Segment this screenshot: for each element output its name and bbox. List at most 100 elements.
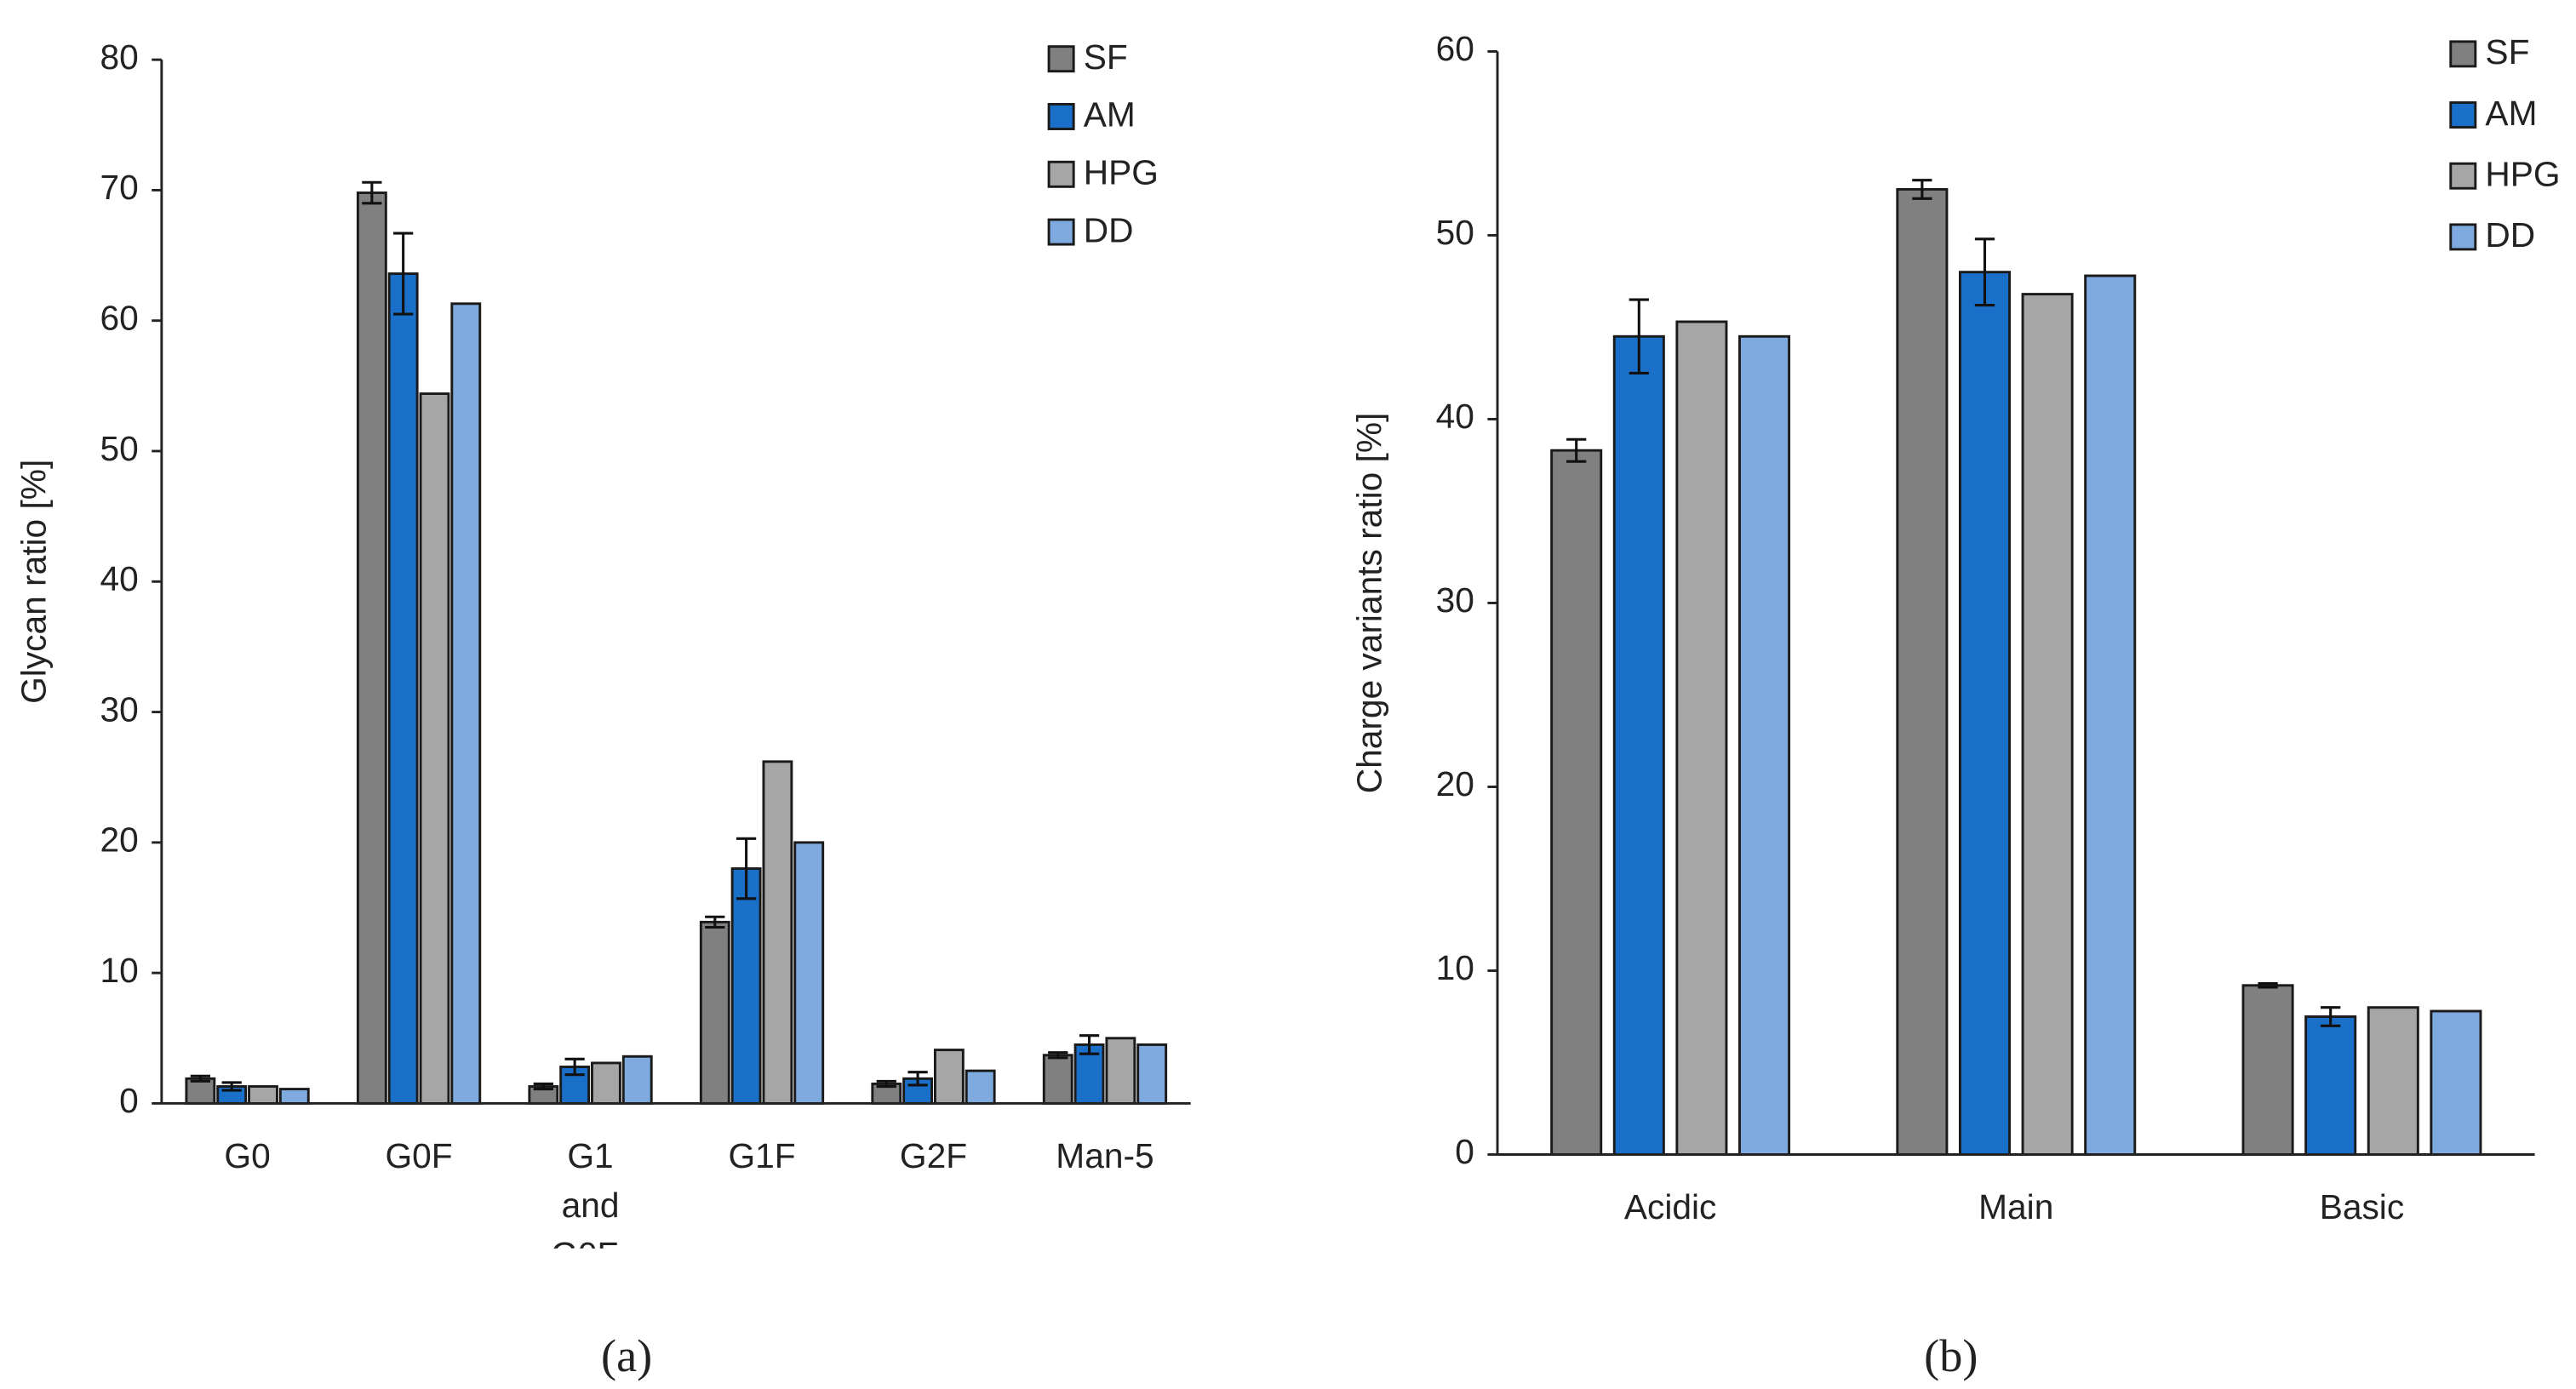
bar <box>1105 1037 1136 1105</box>
y-tick-label: 0 <box>1455 1132 1474 1171</box>
caption: (b) <box>1924 1330 1978 1381</box>
x-tick-label: G0 <box>224 1138 271 1176</box>
legend-label: SF <box>1084 37 1128 77</box>
x-tick-label-box: G1 and G0F-GN <box>551 1138 630 1249</box>
legend-swatch <box>2449 101 2477 129</box>
y-tick-label: 50 <box>100 429 138 468</box>
error-bar <box>393 232 414 316</box>
bar <box>450 302 482 1105</box>
y-tick-label: 60 <box>100 298 138 337</box>
legend-label: AM <box>2485 94 2537 133</box>
legend-label: HPG <box>1084 153 1159 192</box>
error-bar <box>533 1082 553 1091</box>
legend-swatch <box>2449 223 2477 251</box>
error-bar <box>2321 1006 2341 1027</box>
y-tick-label: 20 <box>1436 764 1474 803</box>
error-bar <box>1079 1034 1100 1055</box>
y-tick-label: 30 <box>100 689 138 729</box>
bar <box>965 1069 996 1105</box>
x-tick-label: G1F <box>728 1138 796 1176</box>
x-tick-label: Basic <box>2319 1189 2405 1227</box>
y-tick-label: 10 <box>1436 948 1474 987</box>
x-tick-label: G1 and G0F-GN <box>551 1138 630 1249</box>
y-tick-label: 60 <box>1436 29 1474 68</box>
y-tick-label: 0 <box>119 1081 139 1120</box>
x-tick-label: Acidic <box>1623 1189 1717 1227</box>
x-tick-label: G2F <box>899 1138 968 1176</box>
bar <box>2430 1009 2482 1156</box>
legend-swatch <box>2449 40 2477 68</box>
legend-swatch <box>2449 162 2477 190</box>
error-bar <box>1912 179 1932 200</box>
bar <box>793 841 825 1105</box>
x-tick-label-box: Acidic <box>1623 1189 1717 1227</box>
bar <box>699 920 730 1105</box>
bar <box>2241 984 2294 1156</box>
x-tick-label: Man-5 <box>1056 1138 1154 1176</box>
bar <box>387 272 419 1105</box>
caption: (a) <box>601 1330 652 1381</box>
bar <box>1738 334 1791 1156</box>
x-tick-label-box: Main <box>1978 1189 2054 1227</box>
bar <box>356 191 387 1105</box>
bar <box>762 760 793 1105</box>
legend-label: DD <box>2485 215 2535 254</box>
x-tick-label-box: G0 <box>224 1138 271 1176</box>
y-axis-label: Glycan ratio [%] <box>14 460 53 704</box>
legend-label: HPG <box>2485 154 2560 193</box>
x-tick-label: G0F <box>385 1138 453 1176</box>
error-bar <box>705 915 725 929</box>
error-bar <box>2258 982 2278 989</box>
legend-swatch <box>1047 45 1075 73</box>
error-bar <box>907 1071 928 1087</box>
y-tick-label: 70 <box>100 168 138 207</box>
bar <box>591 1061 621 1105</box>
error-bar <box>1629 298 1649 375</box>
bar <box>2367 1006 2419 1156</box>
bar <box>2021 293 2074 1156</box>
y-tick-label: 20 <box>100 820 138 860</box>
bar <box>1896 188 1949 1156</box>
error-bar <box>876 1079 896 1089</box>
bar <box>2084 274 2137 1156</box>
legend-label: AM <box>1084 95 1136 134</box>
error-bar <box>564 1057 585 1077</box>
error-bar <box>362 180 382 205</box>
legend-label: SF <box>2485 32 2529 71</box>
legend-label: DD <box>1084 210 1134 249</box>
bar <box>621 1055 653 1105</box>
x-tick-label-box: G2F <box>899 1138 968 1176</box>
error-bar <box>190 1074 211 1083</box>
bar <box>419 392 450 1105</box>
bar <box>248 1085 278 1105</box>
bar <box>1550 449 1603 1156</box>
legend-swatch <box>1047 218 1075 246</box>
bar <box>1675 320 1728 1156</box>
x-tick-label-box: G1F <box>728 1138 796 1176</box>
y-tick-label: 40 <box>100 559 138 598</box>
bar <box>278 1088 310 1105</box>
bar <box>2304 1015 2357 1156</box>
error-bar <box>1974 237 1995 307</box>
y-tick-label: 30 <box>1436 580 1474 620</box>
error-bar <box>1048 1051 1068 1060</box>
bar <box>1958 271 2012 1156</box>
x-tick-label-box: G0F <box>385 1138 453 1176</box>
y-tick-label: 10 <box>100 951 138 990</box>
x-tick-label: Main <box>1978 1189 2054 1227</box>
legend-swatch <box>1047 160 1075 188</box>
y-tick-label: 80 <box>100 37 138 77</box>
bar <box>933 1049 965 1105</box>
bar <box>1136 1043 1168 1105</box>
y-axis-label: Charge variants ratio [%] <box>1350 413 1389 794</box>
bar <box>1042 1054 1073 1105</box>
y-tick-label: 50 <box>1436 213 1474 252</box>
x-tick-label-box: Man-5 <box>1056 1138 1154 1176</box>
y-tick-label: 40 <box>1436 397 1474 436</box>
error-bar <box>1566 437 1587 463</box>
bar <box>1612 334 1665 1156</box>
legend-swatch <box>1047 103 1075 130</box>
error-bar <box>221 1081 242 1092</box>
